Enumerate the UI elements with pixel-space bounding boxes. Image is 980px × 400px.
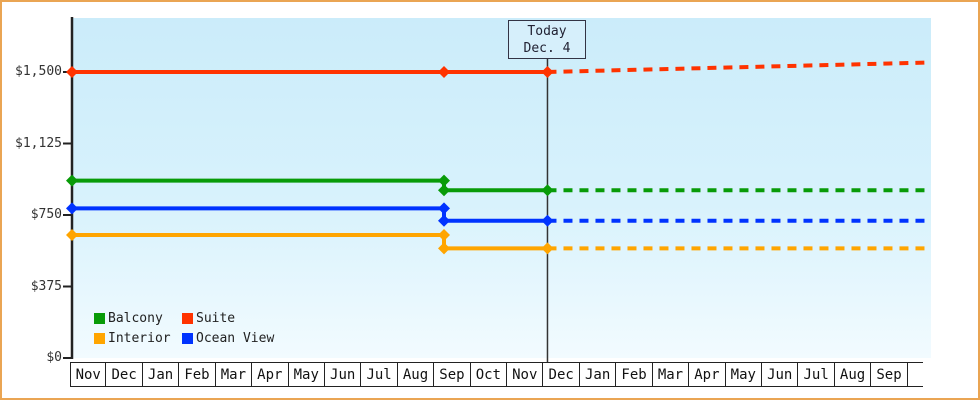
x-axis-month-label: Mar xyxy=(653,363,690,386)
today-date: Dec. 4 xyxy=(523,40,571,56)
legend-label: Interior xyxy=(108,331,171,346)
x-axis-month-label: Feb xyxy=(179,363,216,386)
x-axis-month-label: May xyxy=(289,363,325,386)
today-marker-box: Today Dec. 4 xyxy=(508,20,586,59)
data-point-marker-balcony[interactable] xyxy=(438,174,451,187)
data-point-marker-ocean-view[interactable] xyxy=(66,202,78,215)
x-axis-month-label: May xyxy=(726,363,763,386)
legend-label: Balcony xyxy=(108,311,163,326)
series-interior xyxy=(66,229,932,255)
data-point-marker-suite[interactable] xyxy=(541,66,554,78)
x-axis-month-label: Jan xyxy=(143,363,180,386)
series-line-forecast-suite xyxy=(547,60,932,74)
x-axis-month-label: Dec xyxy=(106,363,143,386)
y-axis-tick-label: $750 xyxy=(30,207,62,222)
legend-label: Suite xyxy=(196,311,236,326)
x-axis-month-label: Jul xyxy=(361,363,398,386)
legend-swatch-icon xyxy=(94,313,105,324)
x-axis-month-label: Aug xyxy=(398,363,435,386)
x-axis: Nov Dec Jan Feb Mar Apr May Jun Jul Aug Sep Oct Nov D… xyxy=(70,362,923,387)
legend-label: Ocean View xyxy=(196,331,275,346)
y-axis-tick-label: $375 xyxy=(30,278,62,294)
data-point-marker-balcony[interactable] xyxy=(66,174,78,187)
x-axis-month-label: Sep xyxy=(871,363,908,386)
legend-item-suite: Suite xyxy=(182,311,274,326)
x-axis-month-label: Jun xyxy=(762,363,799,386)
data-point-marker-suite[interactable] xyxy=(66,66,78,78)
data-point-marker-interior[interactable] xyxy=(438,229,451,242)
series-line-past-ocean-view xyxy=(72,206,548,223)
data-point-marker-suite[interactable] xyxy=(438,66,451,78)
x-axis-month-label: Sep xyxy=(434,363,471,386)
data-point-marker-balcony[interactable] xyxy=(438,184,451,197)
y-axis-tick-label: $0 xyxy=(46,350,62,365)
x-axis-month-label: Apr xyxy=(252,363,289,386)
series-line-past-balcony xyxy=(72,178,548,193)
legend-item-ocean-view: Ocean View xyxy=(182,331,274,346)
x-axis-month-label: Jun xyxy=(325,363,362,386)
data-point-marker-interior[interactable] xyxy=(66,229,78,242)
x-axis-month-label: Oct xyxy=(471,363,508,386)
x-axis-month-label: Jan xyxy=(580,363,617,386)
plot-area xyxy=(73,18,931,358)
data-point-marker-ocean-view[interactable] xyxy=(438,202,451,215)
x-axis-month-label: Jul xyxy=(798,363,835,386)
x-axis-month-label: Aug xyxy=(835,363,872,386)
y-axis-tick-label: $1,125 xyxy=(15,135,62,151)
x-axis-month-label: Nov xyxy=(507,363,544,386)
data-point-marker-ocean-view[interactable] xyxy=(541,214,554,227)
x-axis-month-label: Dec xyxy=(543,363,580,386)
chart-legend: Balcony Suite Interior Ocean View xyxy=(94,311,274,346)
data-point-marker-balcony[interactable] xyxy=(541,184,554,197)
data-point-marker-interior[interactable] xyxy=(438,242,451,255)
legend-swatch-icon xyxy=(182,333,193,344)
legend-swatch-icon xyxy=(94,333,105,344)
data-point-marker-ocean-view[interactable] xyxy=(438,214,451,227)
x-axis-month-label: Apr xyxy=(689,363,726,386)
legend-item-interior: Interior xyxy=(94,331,182,346)
series-line-past-interior xyxy=(72,233,548,251)
series-balcony xyxy=(66,174,932,197)
legend-swatch-icon xyxy=(182,313,193,324)
x-axis-month-label: Nov xyxy=(70,363,107,386)
x-axis-month-label: Feb xyxy=(616,363,653,386)
series-suite xyxy=(66,60,932,78)
series-ocean-view xyxy=(66,202,932,227)
x-axis-empty-cell xyxy=(908,363,923,386)
x-axis-month-label: Mar xyxy=(216,363,253,386)
data-point-marker-interior[interactable] xyxy=(541,242,554,255)
today-label: Today xyxy=(527,23,567,39)
legend-item-balcony: Balcony xyxy=(94,311,182,326)
y-axis-tick-label: $1,500 xyxy=(15,64,62,79)
